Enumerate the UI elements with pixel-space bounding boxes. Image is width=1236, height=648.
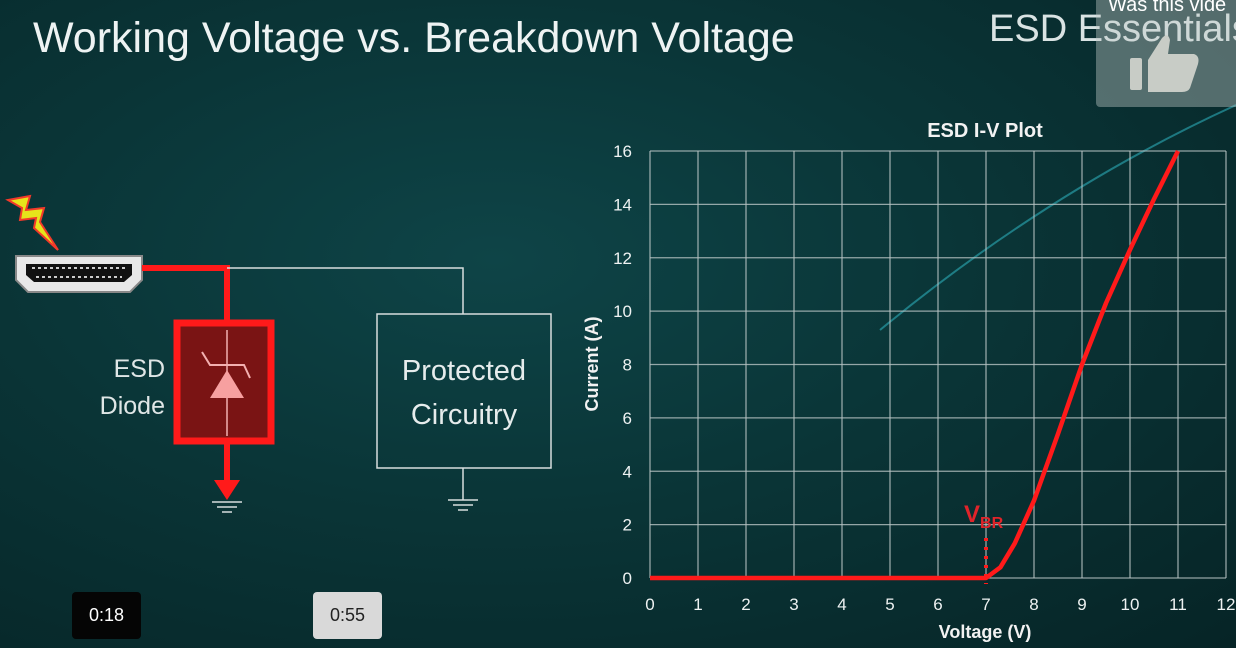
protected-label-line1: Protected xyxy=(402,355,526,387)
protected-label-line2: Circuitry xyxy=(411,399,518,431)
y-tick-label: 0 xyxy=(623,569,632,588)
esd-current-path xyxy=(142,265,230,322)
arrow-down-icon xyxy=(214,480,240,500)
page-title: Working Voltage vs. Breakdown Voltage xyxy=(33,14,795,62)
lightning-icon xyxy=(5,194,59,251)
x-tick-label: 7 xyxy=(981,595,990,614)
y-tick-label: 2 xyxy=(623,516,632,535)
brand-title: ESD Essentials xyxy=(989,8,1236,50)
x-tick-label: 3 xyxy=(789,595,798,614)
x-tick-label: 0 xyxy=(645,595,654,614)
x-tick-label: 4 xyxy=(837,595,846,614)
iv-chart: ESD I-V Plot 0 1 2 3 4 5 6 7 8 9 10 11 12 0246810121… xyxy=(582,120,1235,642)
x-tick-label: 10 xyxy=(1121,595,1140,614)
x-tick-label: 2 xyxy=(741,595,750,614)
y-tick-label: 12 xyxy=(613,249,632,268)
diode-label-line2: Diode xyxy=(100,392,165,420)
ground-icon xyxy=(212,501,242,513)
diode-label-line1: ESD xyxy=(114,355,165,383)
x-tick-label: 1 xyxy=(693,595,702,614)
feedback-overlay[interactable]: Was this vide xyxy=(1096,0,1236,107)
hdmi-port-icon xyxy=(15,255,143,293)
timestamp-current[interactable]: 0:18 xyxy=(72,592,141,639)
tvs-diode-icon xyxy=(201,330,251,436)
protected-circuitry-box xyxy=(376,313,552,469)
x-tick-label: 11 xyxy=(1169,595,1187,614)
y-tick-label: 6 xyxy=(623,409,632,428)
esd-diode-box xyxy=(173,319,275,445)
thumbs-up-icon[interactable] xyxy=(1128,32,1208,94)
x-tick-label: 9 xyxy=(1077,595,1086,614)
y-tick-label: 4 xyxy=(623,462,632,481)
x-tick-label: 8 xyxy=(1029,595,1038,614)
signal-wire xyxy=(227,267,464,314)
ground-icon xyxy=(448,499,478,511)
y-tick-label: 16 xyxy=(613,142,632,161)
y-tick-label: 10 xyxy=(613,302,632,321)
x-tick-label: 6 xyxy=(933,595,942,614)
timestamp-end[interactable]: 0:55 xyxy=(313,592,382,639)
chart-title: ESD I-V Plot xyxy=(927,120,1043,142)
circuit-diagram: ESD Diode Protected Circuitry xyxy=(5,194,552,513)
x-axis-label: Voltage (V) xyxy=(939,622,1032,642)
y-axis-label: Current (A) xyxy=(582,317,602,412)
y-tick-label: 14 xyxy=(613,195,632,214)
x-tick-label: 5 xyxy=(885,595,894,614)
y-tick-label: 8 xyxy=(623,356,632,375)
x-tick-label: 12 xyxy=(1217,595,1236,614)
vbr-label: VBR xyxy=(964,501,1004,532)
iv-curve-series xyxy=(650,149,1181,581)
feedback-prompt: Was this vide xyxy=(1108,0,1227,16)
